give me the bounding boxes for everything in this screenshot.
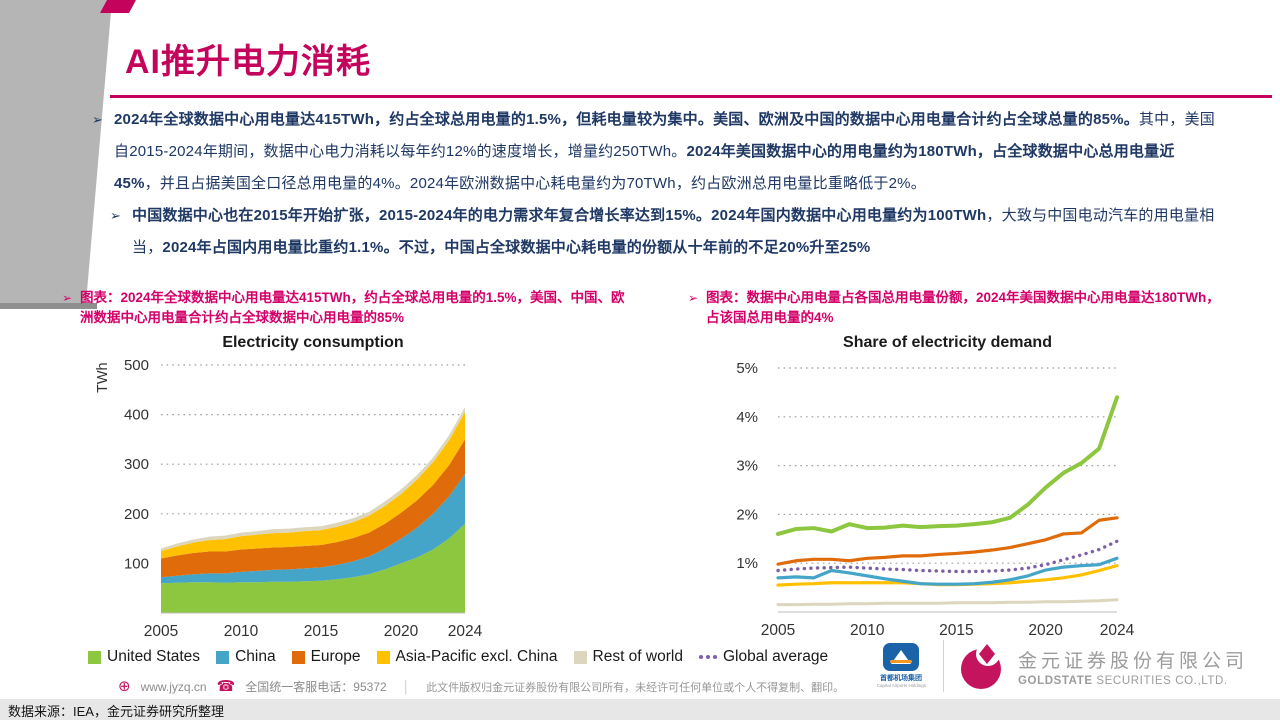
color-swatch bbox=[376, 650, 390, 664]
legend-label: Europe bbox=[310, 648, 361, 665]
caption-left-text: 图表：2024年全球数据中心用电量达415TWh，约占全球总用电量的1.5%，美… bbox=[80, 290, 625, 325]
svg-text:2%: 2% bbox=[736, 506, 758, 523]
arrow-icon: ➢ bbox=[110, 208, 122, 223]
capital-airports-icon bbox=[882, 643, 919, 671]
goldstate-name: 金元证券股份有限公司 GOLDSTATE SECURITIES CO.,LTD. bbox=[1018, 646, 1248, 687]
svg-text:Share of electricity demand: Share of electricity demand bbox=[843, 334, 1052, 351]
legend-label: Asia-Pacific excl. China bbox=[395, 648, 558, 665]
legend-label: United States bbox=[107, 648, 201, 665]
bullet-item: ➢ 中国数据中心也在2015年开始扩张，2015-2024年的电力需求年复合增长率… bbox=[110, 200, 1216, 264]
bullet-text: 2024年全球数据中心用电量达415TWh，约占全球总用电量的1.5%，但耗电量… bbox=[114, 111, 1215, 192]
corner-decoration-strip bbox=[0, 303, 97, 309]
arrow-icon: ➢ bbox=[688, 291, 699, 305]
svg-text:100: 100 bbox=[124, 555, 149, 572]
svg-text:2010: 2010 bbox=[850, 622, 885, 639]
svg-text:2024: 2024 bbox=[1100, 622, 1135, 639]
color-swatch bbox=[573, 650, 587, 664]
website-text: www.jyzq.cn bbox=[140, 679, 207, 694]
legend-item: China bbox=[216, 648, 276, 666]
svg-text:2005: 2005 bbox=[144, 623, 178, 640]
title-underline bbox=[110, 95, 1272, 98]
svg-text:TWh: TWh bbox=[95, 362, 111, 393]
company-logos: 首都机场集团 Capital Airports Holdings 金元证券股份有… bbox=[872, 640, 1248, 692]
arrow-icon: ➢ bbox=[62, 291, 73, 305]
phone-icon: ☎ bbox=[216, 678, 236, 695]
svg-text:2010: 2010 bbox=[224, 623, 259, 640]
bullet-text: 中国数据中心也在2015年开始扩张，2015-2024年的电力需求年复合增长率达… bbox=[132, 207, 1215, 256]
source-bar: 数据来源：IEA，金元证券研究所整理 bbox=[0, 699, 1280, 720]
electricity-consumption-chart: Electricity consumption TWh 100 200 300 400 50… bbox=[95, 334, 483, 640]
color-swatch bbox=[88, 650, 101, 664]
capital-airports-logo: 首都机场集团 Capital Airports Holdings bbox=[872, 643, 930, 689]
svg-text:2020: 2020 bbox=[384, 623, 419, 640]
legend-item: Europe bbox=[291, 648, 361, 666]
phone-text: 全国统一客服电话：95372 bbox=[245, 680, 387, 694]
chart-legend: United States China Europe Asia-Pacific exc… bbox=[88, 648, 828, 666]
footer-divider: │ bbox=[402, 679, 411, 694]
svg-text:5%: 5% bbox=[736, 360, 758, 377]
arrow-icon: ➢ bbox=[92, 112, 104, 127]
svg-text:400: 400 bbox=[124, 407, 149, 424]
share-of-demand-chart: Share of electricity demand 1% 2% 3% 4% 5% 200… bbox=[736, 334, 1135, 639]
svg-text:300: 300 bbox=[124, 456, 149, 473]
caption-right: ➢ 图表：数据中心用电量占各国总用电量份额，2024年美国数据中心用电量达180… bbox=[688, 288, 1223, 328]
legend-item: Global average bbox=[698, 648, 829, 666]
svg-text:2020: 2020 bbox=[1028, 622, 1063, 639]
corner-accent-stripe bbox=[100, 0, 136, 13]
bullet-item: ➢ 2024年全球数据中心用电量达415TWh，约占全球总用电量的1.5%，但耗电… bbox=[92, 104, 1216, 200]
svg-text:2015: 2015 bbox=[939, 622, 973, 639]
legend-item: United States bbox=[88, 648, 200, 666]
copyright-disclaimer: 此文件版权归金元证券股份有限公司所有，未经许可任何单位或个人不得复制、翻印。 bbox=[426, 681, 845, 694]
capital-airports-name-en: Capital Airports Holdings bbox=[876, 683, 926, 689]
color-swatch bbox=[291, 650, 305, 664]
svg-text:500: 500 bbox=[124, 357, 149, 374]
page-title: AI推升电力消耗 bbox=[125, 43, 371, 81]
logo-divider bbox=[942, 640, 944, 692]
goldstate-name-cn: 金元证券股份有限公司 bbox=[1017, 650, 1248, 672]
legend-label: Global average bbox=[722, 648, 829, 665]
legend-label: Rest of world bbox=[592, 648, 683, 665]
color-swatch bbox=[216, 650, 230, 664]
legend-label: China bbox=[235, 648, 276, 665]
dotted-line-swatch bbox=[698, 655, 717, 659]
svg-text:1%: 1% bbox=[736, 555, 758, 572]
svg-text:2024: 2024 bbox=[448, 623, 483, 640]
svg-text:4%: 4% bbox=[736, 409, 758, 426]
svg-text:200: 200 bbox=[124, 506, 149, 523]
caption-right-text: 图表：数据中心用电量占各国总用电量份额，2024年美国数据中心用电量达180TW… bbox=[706, 290, 1220, 325]
svg-text:2005: 2005 bbox=[761, 622, 795, 639]
caption-left: ➢ 图表：2024年全球数据中心用电量达415TWh，约占全球总用电量的1.5%… bbox=[62, 288, 637, 328]
svg-text:3%: 3% bbox=[736, 458, 758, 475]
data-source-text: 数据来源：IEA，金元证券研究所整理 bbox=[8, 704, 224, 719]
goldstate-crescent-icon bbox=[960, 642, 1001, 689]
globe-icon: ⊕ bbox=[118, 678, 131, 695]
legend-item: Rest of world bbox=[573, 648, 683, 666]
capital-airports-name-cn: 首都机场集团 bbox=[879, 675, 922, 682]
goldstate-name-en: GOLDSTATE SECURITIES CO.,LTD. bbox=[1017, 674, 1228, 687]
svg-text:2015: 2015 bbox=[304, 623, 338, 640]
footer-bar: ⊕ www.jyzq.cn ☎ 全国统一客服电话：95372 │ 此文件版权归金… bbox=[118, 678, 844, 695]
svg-text:Electricity consumption: Electricity consumption bbox=[222, 334, 403, 351]
bullet-list: ➢ 2024年全球数据中心用电量达415TWh，约占全球总用电量的1.5%，但耗电… bbox=[92, 104, 1216, 264]
legend-item: Asia-Pacific excl. China bbox=[376, 648, 558, 666]
